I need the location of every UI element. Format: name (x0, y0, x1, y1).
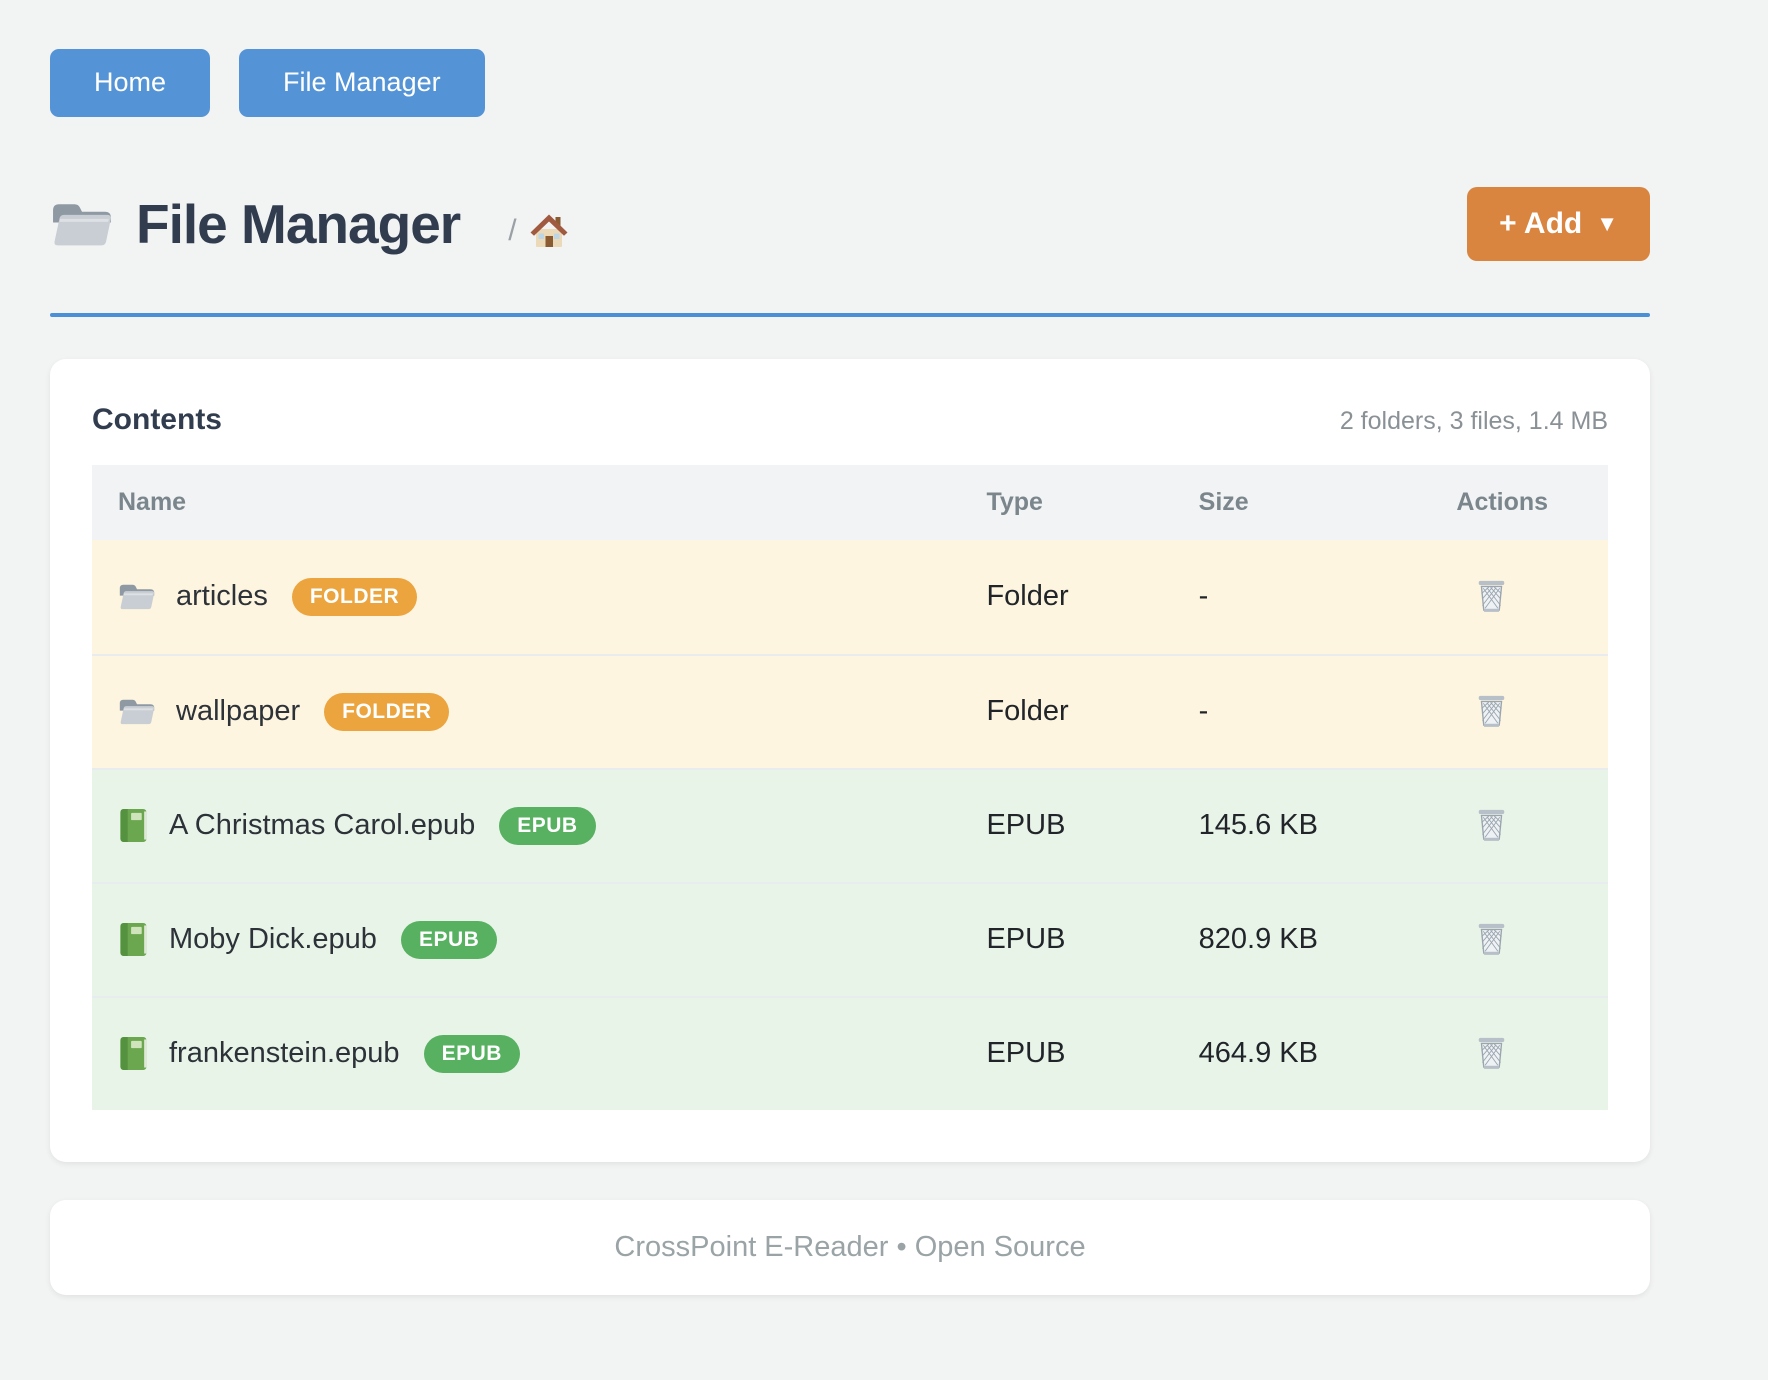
table-row[interactable]: A Christmas Carol.epub EPUB EPUB 145.6 K… (92, 767, 1608, 882)
item-name[interactable]: articles (176, 580, 268, 613)
breadcrumb: / (508, 211, 568, 251)
type-cell: Folder (986, 695, 1069, 728)
item-name[interactable]: Moby Dick.epub (169, 923, 377, 956)
breadcrumb-separator: / (508, 213, 517, 247)
footer-card: CrossPoint E-Reader • Open Source (50, 1199, 1650, 1295)
column-header-actions: Actions (1456, 487, 1549, 516)
add-button-label: + Add (1499, 206, 1583, 240)
book-icon (118, 1035, 149, 1072)
contents-heading: Contents (92, 402, 222, 436)
delete-button[interactable] (1474, 691, 1509, 730)
trash-icon (1476, 578, 1507, 613)
item-name[interactable]: frankenstein.epub (169, 1037, 400, 1070)
file-table: Name Type Size Actions articles FOLDER F… (92, 464, 1608, 1110)
type-cell: Folder (986, 580, 1069, 613)
page-title: File Manager (136, 192, 461, 255)
type-cell: EPUB (986, 1037, 1066, 1070)
type-cell: EPUB (986, 923, 1066, 956)
column-header-type: Type (986, 487, 1043, 516)
top-nav: Home File Manager (50, 49, 1650, 117)
actions-cell (1456, 1033, 1608, 1075)
chevron-down-icon: ▼ (1596, 210, 1618, 236)
column-header-name: Name (118, 487, 187, 516)
title-wrap: File Manager / (50, 192, 569, 256)
table-header-row: Name Type Size Actions (92, 464, 1608, 540)
trash-icon (1476, 693, 1507, 728)
type-badge: EPUB (400, 920, 498, 959)
name-cell: Moby Dick.epub EPUB (92, 920, 986, 959)
type-badge: FOLDER (291, 577, 418, 616)
book-icon (118, 921, 149, 958)
book-icon (118, 807, 149, 844)
size-cell: 145.6 KB (1198, 809, 1318, 842)
type-badge: EPUB (423, 1034, 520, 1073)
contents-header: Contents 2 folders, 3 files, 1.4 MB (92, 403, 1608, 437)
title-divider (50, 312, 1650, 317)
delete-button[interactable] (1474, 1033, 1509, 1072)
trash-icon (1476, 1035, 1507, 1070)
column-header-size: Size (1198, 487, 1249, 516)
actions-cell (1456, 805, 1608, 847)
contents-card: Contents 2 folders, 3 files, 1.4 MB Name… (50, 358, 1650, 1162)
size-cell: 464.9 KB (1198, 1037, 1318, 1070)
page-header: File Manager / + Add ▼ (50, 186, 1650, 261)
name-cell: articles FOLDER (92, 577, 986, 616)
size-cell: 820.9 KB (1198, 923, 1318, 956)
home-icon[interactable] (529, 211, 569, 251)
type-cell: EPUB (986, 809, 1066, 842)
nav-home-button[interactable]: Home (50, 49, 211, 117)
table-row[interactable]: wallpaper FOLDER Folder - (92, 653, 1608, 768)
add-button[interactable]: + Add ▼ (1467, 186, 1650, 261)
item-name[interactable]: wallpaper (176, 695, 301, 728)
folder-icon (118, 581, 156, 612)
type-badge: EPUB (499, 806, 596, 845)
footer-text: CrossPoint E-Reader • Open Source (614, 1230, 1086, 1263)
size-cell: - (1198, 580, 1209, 613)
actions-cell (1456, 576, 1608, 618)
table-row[interactable]: frankenstein.epub EPUB EPUB 464.9 KB (92, 995, 1608, 1110)
name-cell: wallpaper FOLDER (92, 692, 986, 731)
trash-icon (1476, 807, 1507, 842)
table-row[interactable]: articles FOLDER Folder - (92, 539, 1608, 654)
file-manager-page: Home File Manager File Manager / + Add ▼ (50, 49, 1650, 1295)
delete-button[interactable] (1474, 919, 1509, 958)
name-cell: frankenstein.epub EPUB (92, 1034, 986, 1073)
table-row[interactable]: Moby Dick.epub EPUB EPUB 820.9 KB (92, 881, 1608, 996)
size-cell: - (1198, 695, 1209, 728)
actions-cell (1456, 691, 1608, 733)
name-cell: A Christmas Carol.epub EPUB (92, 806, 986, 845)
trash-icon (1476, 921, 1507, 956)
actions-cell (1456, 919, 1608, 961)
contents-summary: 2 folders, 3 files, 1.4 MB (1339, 406, 1608, 435)
item-name[interactable]: A Christmas Carol.epub (169, 809, 476, 842)
delete-button[interactable] (1474, 576, 1509, 615)
delete-button[interactable] (1474, 805, 1509, 844)
folder-icon (50, 198, 114, 250)
type-badge: FOLDER (324, 692, 450, 731)
nav-file-manager-button[interactable]: File Manager (239, 49, 485, 117)
folder-icon (118, 696, 156, 727)
